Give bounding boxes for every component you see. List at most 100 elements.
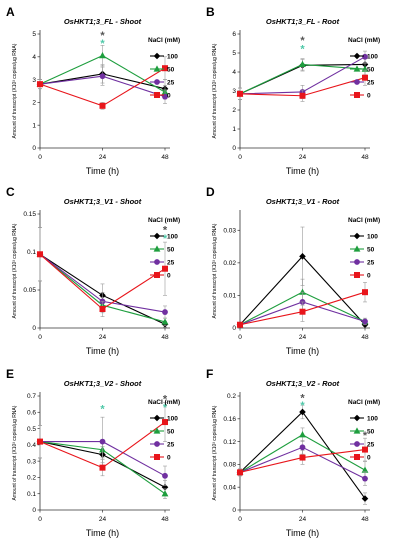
y-tick-label: 0.3 — [27, 458, 36, 465]
significance-mark: * — [100, 403, 105, 415]
legend-marker — [354, 441, 360, 447]
x-axis-label: Time (h) — [286, 528, 319, 538]
panel-letter: E — [6, 367, 14, 381]
legend-label: 25 — [367, 441, 375, 448]
legend-label: 100 — [167, 415, 178, 422]
panel-b: B OsHKT1;3_FL - Root 0 1 2 3 4 5 6 0 24 48 Time (h) A… — [206, 5, 380, 176]
y-tick-label: 0.7 — [27, 393, 36, 400]
y-tick-label: 3 — [232, 88, 236, 95]
y-tick-label: 0.02 — [223, 260, 236, 267]
legend: 100 50 25 0 — [150, 414, 178, 461]
data-point — [99, 464, 106, 471]
data-point — [362, 446, 368, 453]
legend-label: 100 — [167, 53, 178, 60]
data-point — [37, 81, 43, 88]
legend: 100 50 25 0 — [150, 52, 178, 99]
data-point — [162, 419, 168, 426]
panel-f: F OsHKT1;3_V2 - Root 0 0.04 0.08 0.12 0.16 0.2 0… — [206, 367, 380, 538]
y-axis-label: Amount of transcript (X10³ copies/µg RNA… — [212, 405, 218, 500]
x-tick-label: 0 — [38, 516, 42, 523]
y-tick-label: 0 — [232, 507, 236, 514]
legend-label: 100 — [367, 53, 378, 60]
y-tick-label: 0.05 — [23, 287, 36, 294]
legend-label: 0 — [167, 92, 171, 99]
series-0 — [237, 69, 368, 102]
legend-marker — [354, 272, 360, 278]
x-tick-label: 24 — [99, 334, 107, 341]
series-25 — [37, 416, 168, 486]
x-tick-label: 0 — [38, 154, 42, 161]
y-axis-label: Amount of transcript (X10³ copies/µg RNA… — [12, 405, 18, 500]
significance-mark: * — [300, 393, 305, 405]
y-tick-label: 0.5 — [27, 426, 36, 433]
data-point — [362, 53, 368, 60]
y-tick-label: 0.01 — [223, 293, 236, 300]
y-tick-label: 0.2 — [227, 393, 236, 400]
y-tick-label: 0 — [32, 325, 36, 332]
legend-label: 25 — [367, 79, 375, 86]
data-point — [361, 466, 369, 473]
x-tick-label: 48 — [161, 516, 169, 523]
legend-label: 100 — [367, 233, 378, 240]
legend-marker — [153, 414, 161, 422]
legend-marker — [154, 441, 160, 447]
panel-d: D OsHKT1;3_V1 - Root 0 0.01 0.02 0.03 0 24 48 Tim… — [206, 185, 380, 356]
data-point — [362, 289, 368, 296]
data-point — [37, 251, 43, 258]
legend-marker — [153, 427, 161, 434]
x-tick-label: 0 — [238, 516, 242, 523]
legend-marker — [153, 232, 161, 240]
significance-mark: * — [100, 38, 105, 50]
legend: 100 50 25 0 — [150, 232, 178, 279]
x-axis-label: Time (h) — [86, 166, 119, 176]
panel-letter: A — [6, 5, 15, 19]
panel-letter: D — [206, 185, 215, 199]
series-0 — [237, 282, 368, 328]
legend-marker — [353, 65, 361, 72]
panel-title: OsHKT1;3_FL - Root — [266, 17, 340, 26]
legend: 100 50 25 0 — [350, 232, 378, 279]
x-tick-label: 24 — [299, 334, 307, 341]
legend-marker — [353, 427, 361, 434]
legend-marker — [354, 454, 360, 460]
x-tick-label: 48 — [361, 334, 369, 341]
data-point — [299, 92, 306, 99]
y-axis-label: Amount of transcript (X10³ copies/µg RNA… — [212, 223, 218, 318]
data-point — [299, 431, 306, 438]
significance-mark: * — [163, 402, 168, 414]
significance-mark: * — [300, 35, 305, 47]
significance-mark: * — [163, 233, 168, 245]
legend-marker — [154, 92, 160, 98]
data-point — [162, 65, 168, 72]
data-point — [237, 469, 243, 476]
y-axis-label: Amount of transcript (X10³ copies/µg RNA… — [212, 43, 218, 138]
panel-title: OsHKT1;3_V1 - Root — [266, 197, 340, 206]
y-tick-label: 0 — [232, 145, 236, 152]
legend: 100 50 25 0 — [350, 414, 378, 461]
legend-marker — [154, 259, 160, 265]
panel-letter: C — [6, 185, 15, 199]
x-tick-label: 24 — [299, 516, 307, 523]
significance-mark: * — [300, 400, 305, 412]
x-tick-label: 48 — [161, 334, 169, 341]
data-point — [162, 265, 168, 272]
y-tick-label: 0.12 — [223, 439, 236, 446]
y-tick-label: 0.4 — [27, 442, 36, 449]
legend-marker — [353, 232, 361, 240]
series-0 — [37, 56, 168, 110]
data-point — [237, 321, 243, 328]
y-tick-label: 3 — [32, 77, 36, 84]
x-tick-label: 24 — [99, 154, 107, 161]
series-0 — [37, 402, 168, 477]
data-point — [362, 318, 368, 325]
data-point — [299, 454, 306, 461]
x-axis-label: Time (h) — [86, 346, 119, 356]
y-tick-label: 5 — [32, 31, 36, 38]
legend-label: 50 — [367, 66, 375, 73]
panel-e: E OsHKT1;3_V2 - Shoot 0 0.1 0.2 0.3 0.4 0.5 0.6 0… — [6, 367, 180, 538]
legend-label: 0 — [367, 92, 371, 99]
x-tick-label: 48 — [361, 516, 369, 523]
legend-label: 0 — [167, 272, 171, 279]
